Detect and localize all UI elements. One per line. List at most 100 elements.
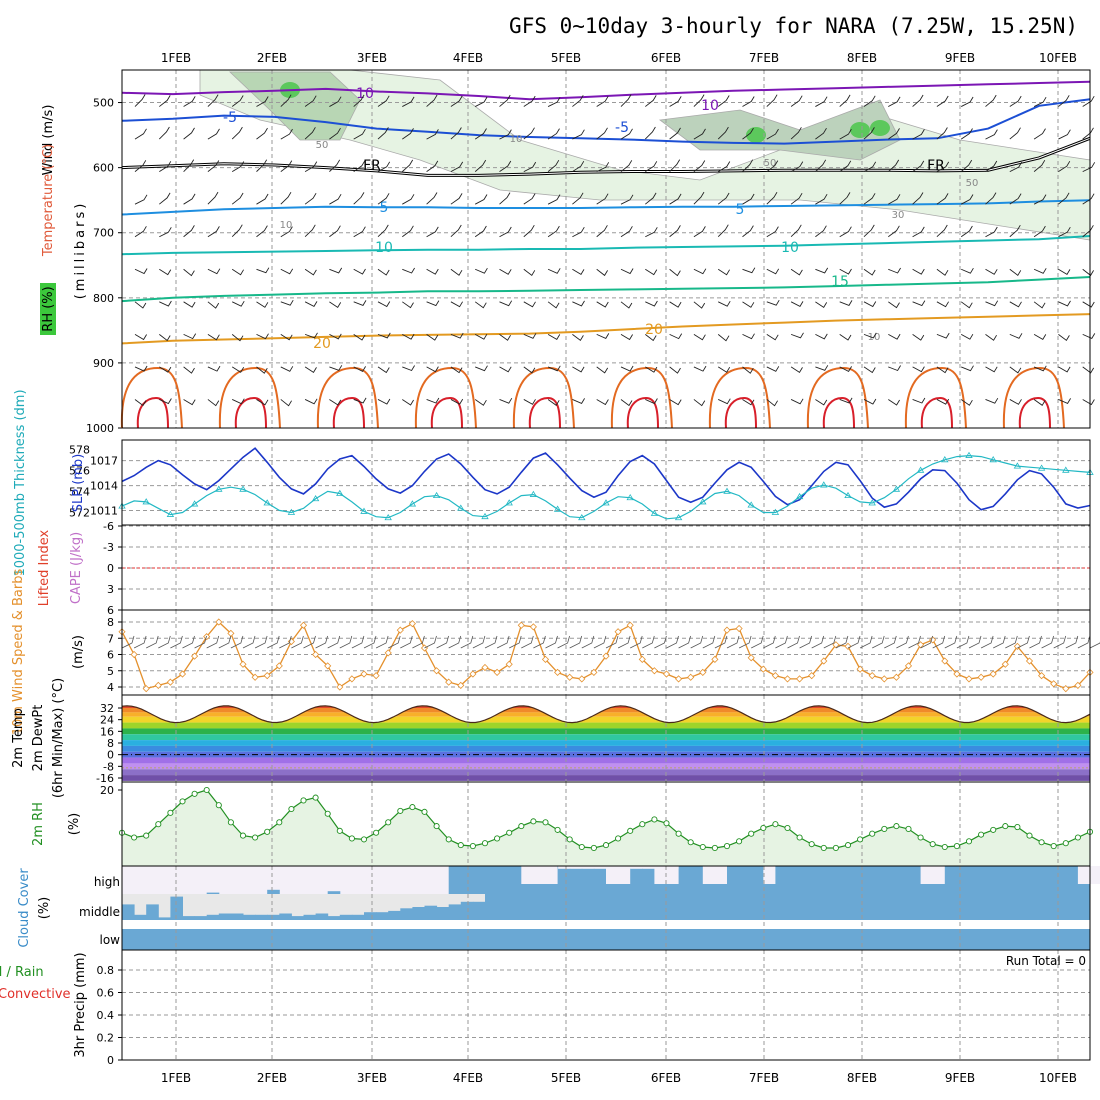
wind-barb (985, 397, 999, 404)
wind-barb (329, 193, 342, 205)
cloud-level-label: low (100, 933, 121, 947)
wind10m-point (626, 621, 634, 629)
cloud-bar-low (1005, 929, 1018, 950)
x-tick-label-top: 2FEB (257, 51, 287, 65)
wind-barb (304, 398, 318, 405)
cloud-bar-high (569, 868, 583, 894)
cloud-bar-low (823, 929, 837, 950)
wind-barb (377, 95, 390, 107)
wind10m-barb (738, 635, 752, 649)
wind-barb (669, 366, 681, 374)
cloud-bar-middle (630, 894, 643, 920)
wind10m-point (1062, 685, 1070, 693)
wind10m-point (529, 623, 537, 631)
wind-barb (280, 191, 292, 205)
wind10m-barb (158, 635, 171, 649)
wind-barb (183, 399, 196, 406)
wind-barb (766, 226, 779, 238)
wind-barb (766, 191, 778, 205)
cloud-bar-low (956, 929, 970, 950)
wind-barb (815, 96, 828, 107)
wind-barb (159, 300, 172, 307)
thickness-point (190, 500, 199, 507)
wind10m-point (844, 642, 852, 650)
wind-barb (572, 192, 584, 205)
wind-barb (985, 226, 998, 238)
wind-barb (572, 129, 585, 140)
wind10m-point (348, 675, 356, 683)
rh2m-point (953, 843, 960, 850)
wind10m-point (904, 662, 913, 670)
cloud-bar-low (896, 929, 909, 950)
wind-barb (572, 226, 585, 238)
wind-barb (1082, 162, 1096, 173)
thickness-point (820, 481, 828, 488)
cloud-bar-middle (472, 901, 486, 920)
cloud-bar-middle (545, 894, 559, 920)
cloud-bar-middle (158, 917, 171, 920)
wind-barb (523, 333, 537, 339)
wind-barb (499, 397, 513, 404)
wind-barb (961, 267, 974, 274)
wind-barb (256, 333, 269, 340)
wind10m-point (868, 672, 876, 680)
cloud-bar-low (376, 929, 389, 950)
thickness-point (457, 504, 465, 511)
wind-barb (547, 159, 560, 172)
wind-barb (960, 399, 973, 406)
wind-barb (693, 128, 706, 140)
cloud-bar-middle (194, 916, 208, 920)
wind-barb (256, 267, 270, 274)
cloud-bar-high (460, 866, 474, 894)
rh2m-point (312, 794, 319, 801)
wind-barb (499, 366, 512, 373)
wind10m-point (408, 620, 416, 628)
wind10m-point (554, 668, 562, 676)
wind10m-point (687, 673, 695, 681)
wind10m-point (263, 672, 271, 680)
wind-barb (207, 365, 221, 372)
wind10m-barb (170, 635, 183, 649)
wind-barb (742, 267, 756, 274)
wind10m-point (1013, 642, 1021, 650)
wind-barb (134, 128, 147, 140)
cloud-bar-middle (751, 894, 764, 920)
cloud-high-gap (521, 866, 558, 884)
wind-barb (790, 332, 804, 339)
y-tick-label: 0.6 (97, 987, 115, 1000)
cloud-bar-low (448, 929, 462, 950)
y-tick-label: 1000 (86, 422, 114, 435)
wind-barb (960, 128, 973, 140)
thickness-tick-label: 572 (69, 506, 90, 519)
y-tick-label: 8 (107, 616, 114, 629)
wind-barb (961, 365, 974, 372)
wind10m-point (735, 624, 743, 633)
wind-barb (353, 366, 366, 372)
wind10m-point (1025, 657, 1034, 665)
wind10m-barb (932, 635, 946, 649)
rh2m-point (518, 823, 525, 830)
cloud-bar-middle (702, 894, 716, 920)
wind10m-point (372, 672, 380, 680)
rh2m-point (929, 841, 936, 848)
wind-barb (887, 159, 900, 172)
panel-frame (121, 949, 1091, 1061)
y-tick-label: 0 (107, 562, 114, 575)
wind-barb (766, 128, 779, 140)
wind10m-point (808, 672, 816, 680)
wind-barb (280, 268, 294, 275)
cloud-bar-low (969, 929, 982, 950)
wind-barb (693, 301, 706, 309)
wind-barb (936, 268, 949, 276)
cloud-bar-low (412, 929, 425, 950)
thickness-point (432, 491, 441, 499)
rh2m-panel: 20 (100, 781, 1094, 867)
wind-barb (377, 161, 391, 173)
cloud-bar-middle (872, 894, 885, 920)
wind-barb (790, 224, 802, 238)
cloud-bar-middle (835, 894, 849, 920)
wind-barb (134, 301, 147, 309)
cloud-bar-high (690, 866, 704, 894)
wind-barb (231, 268, 244, 276)
wind10m-point (493, 668, 501, 676)
